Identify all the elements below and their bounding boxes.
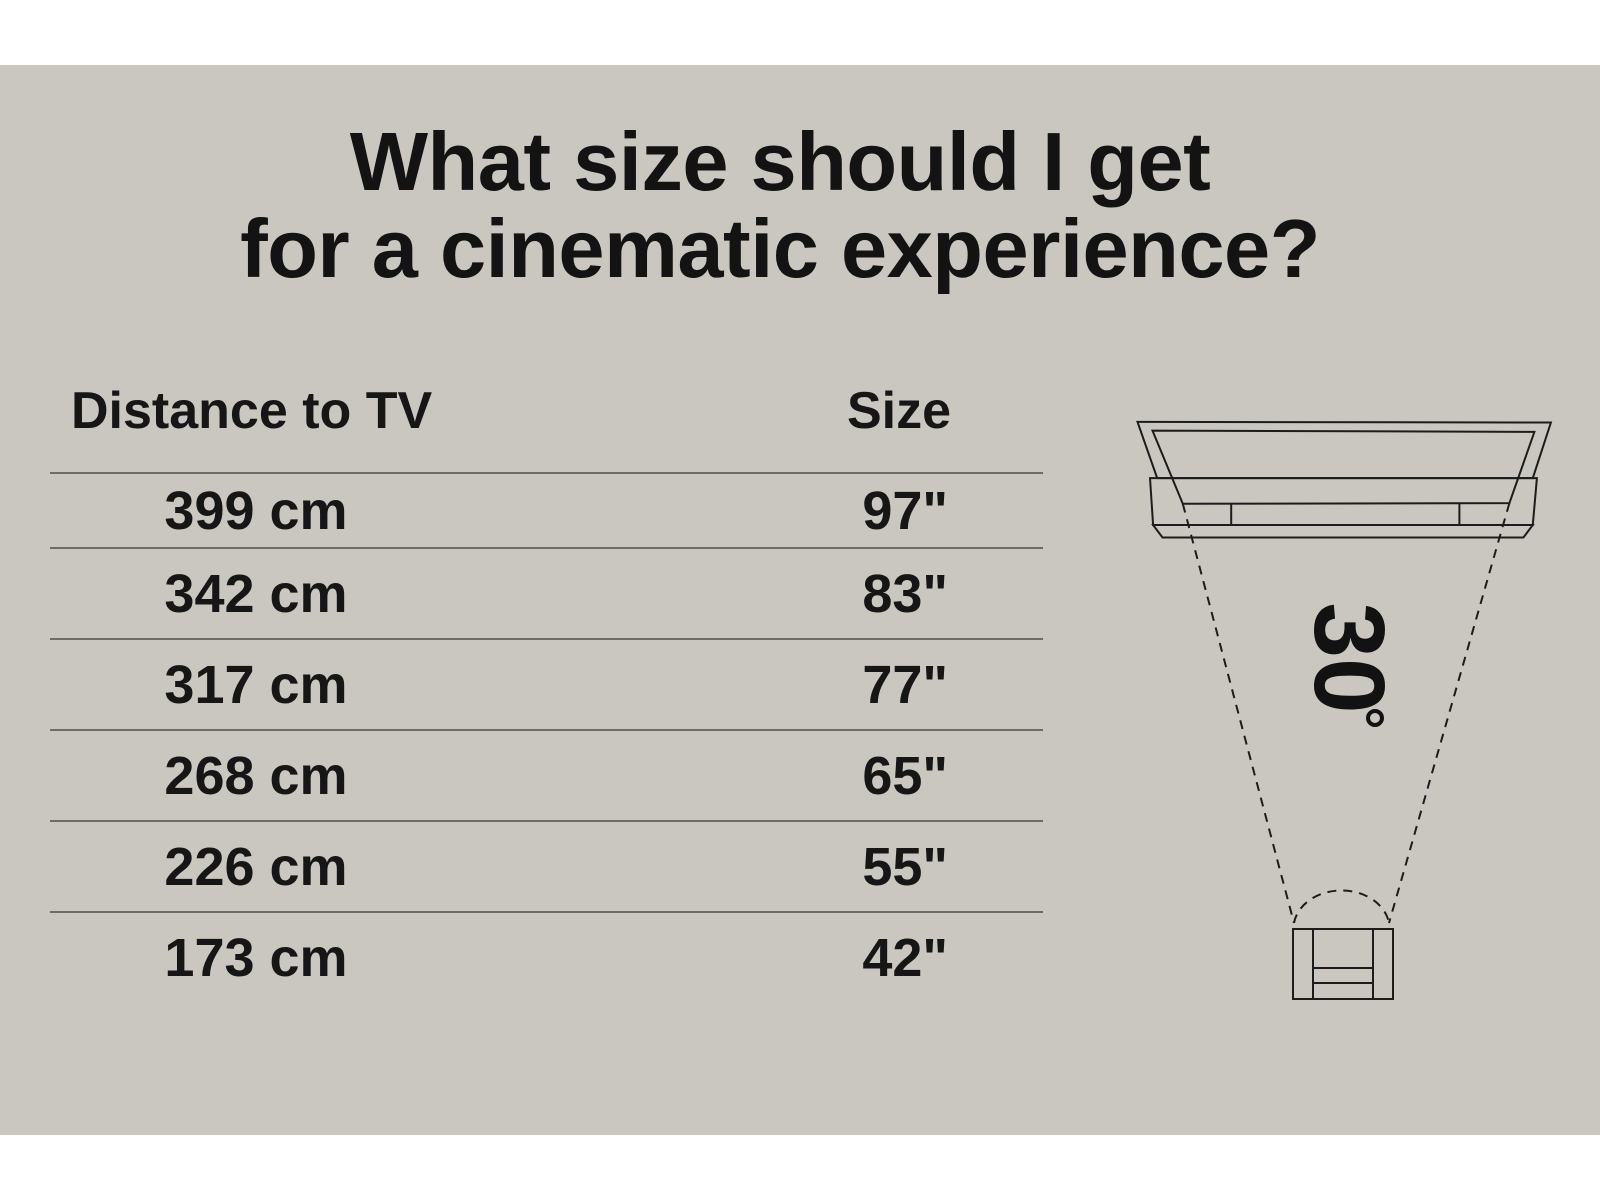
svg-text:30: 30 [1293, 602, 1405, 713]
